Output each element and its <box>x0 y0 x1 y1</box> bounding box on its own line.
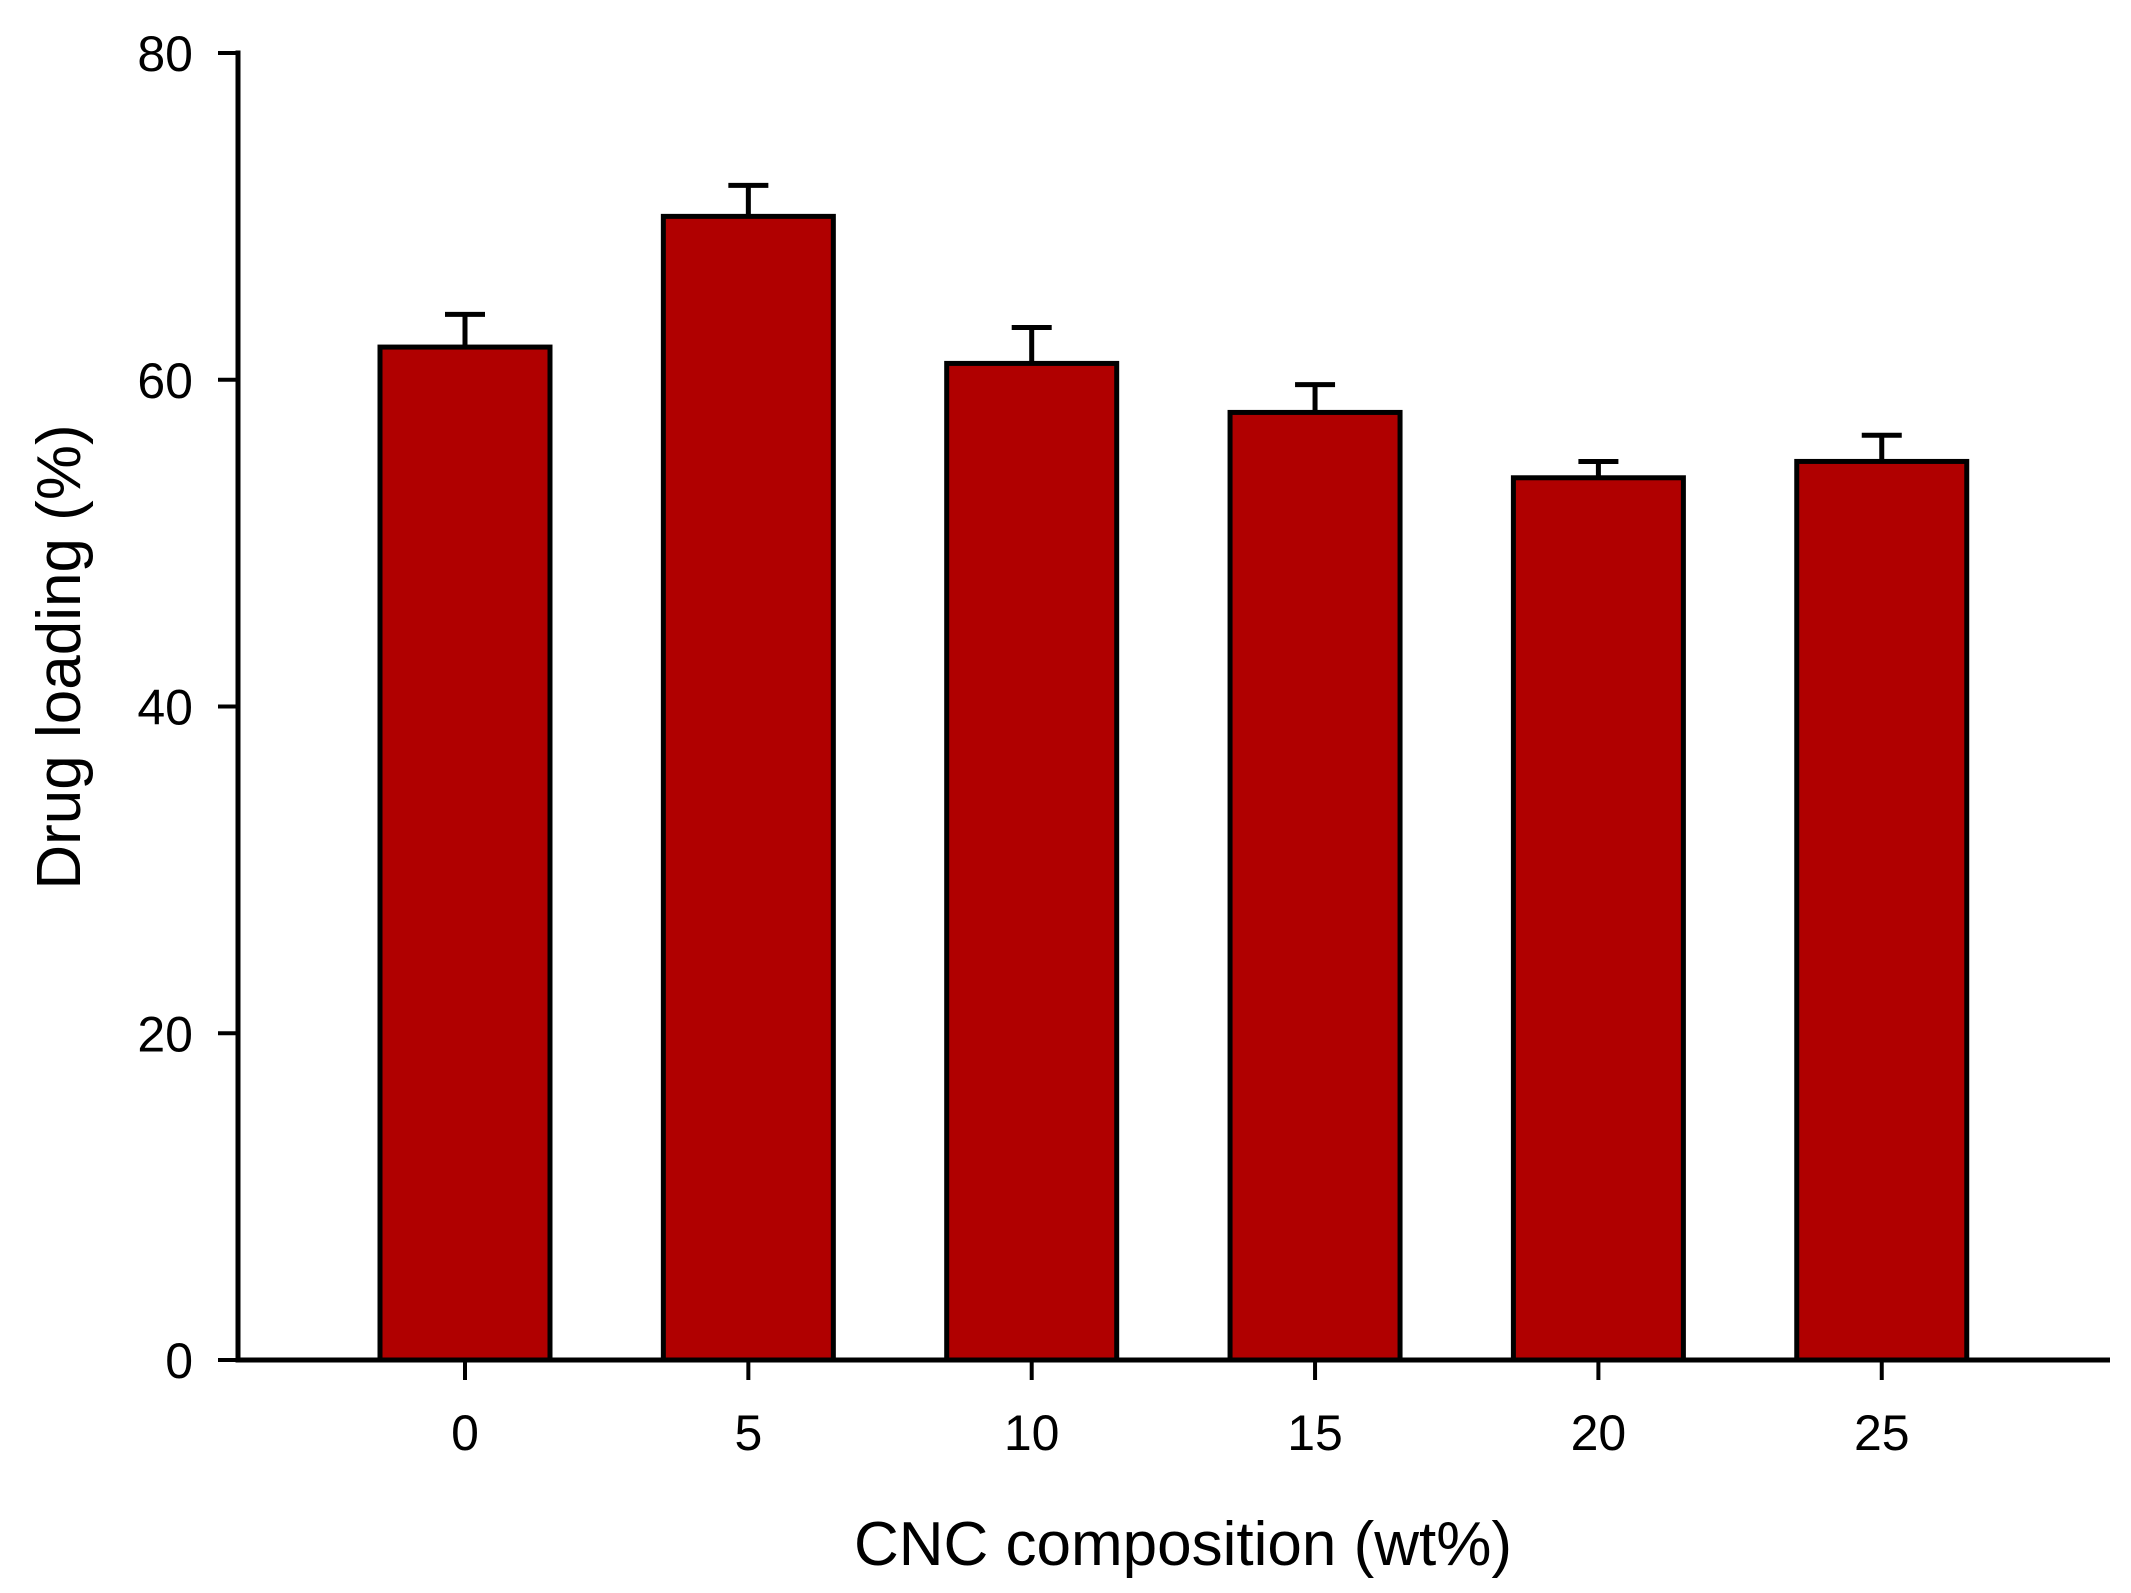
bar <box>660 213 836 1363</box>
bar <box>1794 458 1970 1363</box>
bar <box>1510 475 1686 1363</box>
error-bar <box>1011 324 1052 364</box>
x-tick-label: 15 <box>1287 1405 1343 1461</box>
x-tick-label: 10 <box>1004 1405 1060 1461</box>
y-tick-label: 60 <box>137 353 193 409</box>
error-bar <box>1295 382 1336 413</box>
y-tick-label: 0 <box>165 1333 193 1389</box>
x-tick-label: 20 <box>1571 1405 1627 1461</box>
y-axis-title: Drug loading (%) <box>25 424 94 889</box>
x-tick-label: 5 <box>734 1405 762 1461</box>
x-axis-title: CNC composition (wt%) <box>854 1510 1512 1579</box>
bar <box>377 344 553 1363</box>
y-tick-label: 20 <box>137 1006 193 1062</box>
x-tick-label: 25 <box>1854 1405 1910 1461</box>
error-bar <box>1861 432 1902 462</box>
x-tick-label: 0 <box>451 1405 479 1461</box>
error-bar <box>445 311 485 348</box>
axes-layer: 0 20 40 60 80 0 5 10 15 20 25 <box>137 26 2110 1461</box>
bars-layer <box>377 182 1970 1363</box>
y-tick-label: 40 <box>137 680 193 736</box>
error-bar <box>728 182 769 217</box>
bar <box>1227 409 1403 1363</box>
y-tick-label: 80 <box>137 26 193 82</box>
bar <box>944 360 1120 1363</box>
error-bar <box>1578 458 1619 478</box>
